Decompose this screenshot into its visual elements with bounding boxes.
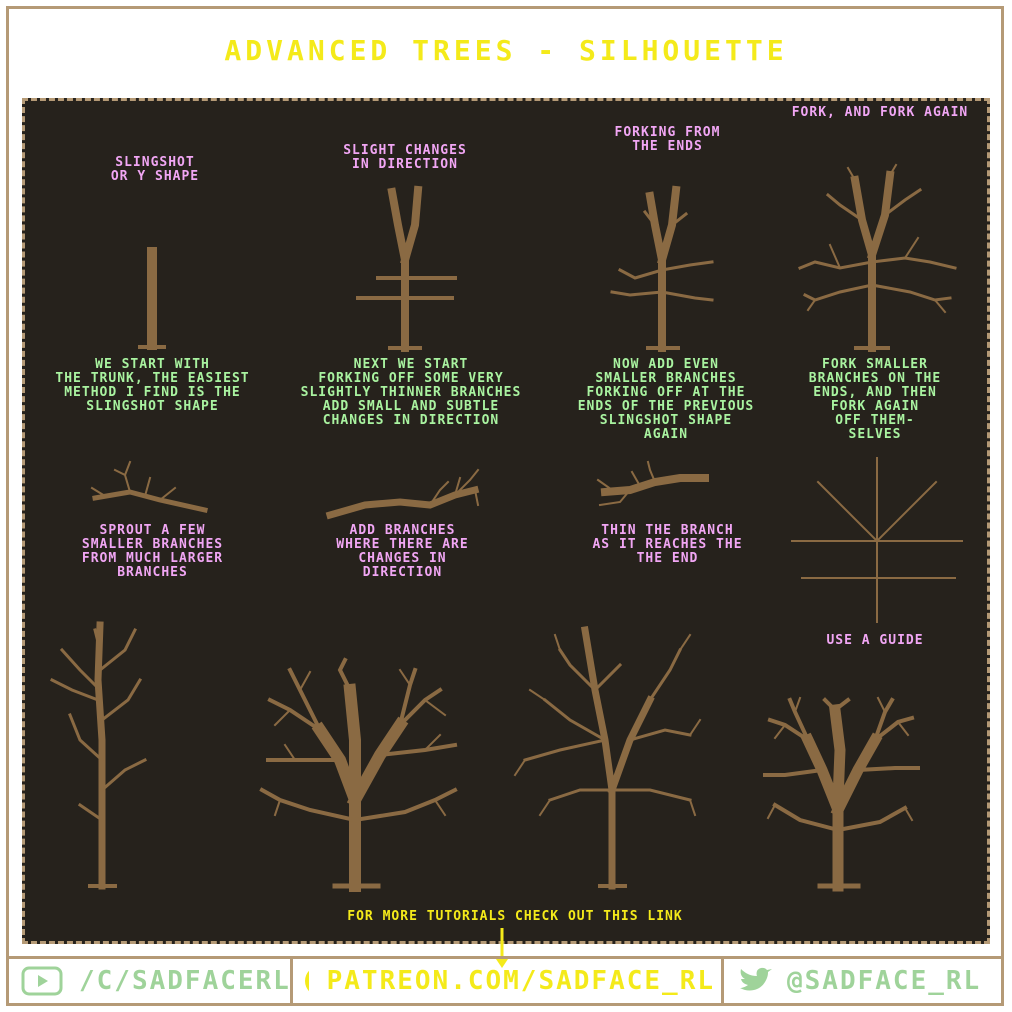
round-tree-illustration <box>763 696 920 892</box>
slight-changes-illustration <box>356 185 457 352</box>
tutorial-cta: FOR MORE TUTORIALS CHECK OUT THIS LINK <box>347 909 683 924</box>
tutorial-panel <box>22 98 990 944</box>
fork-again-illustration <box>798 163 957 352</box>
footer-bar: /C/SADFACERL PATREON.COM/SADFACE_RL @SAD… <box>9 956 1001 1003</box>
step1-description: WE START WITH THE TRUNK, THE EASIEST MET… <box>55 357 250 414</box>
forking-ends-illustration <box>610 185 714 352</box>
twitter-bird-icon <box>740 967 772 991</box>
branch1-label: SPROUT A FEW SMALLER BRANCHES FROM MUCH … <box>81 523 224 580</box>
step4-description: FORK SMALLER BRANCHES ON THE ENDS, AND T… <box>808 357 942 442</box>
patreon-icon <box>305 971 309 991</box>
step2-title: SLIGHT CHANGES IN DIRECTION <box>343 143 467 172</box>
trunk-illustration <box>138 247 166 350</box>
page-title: ADVANCED TREES - SILHOUETTE <box>224 34 788 67</box>
footer-divider-2 <box>721 959 724 1003</box>
thin-branch-illustration <box>596 460 709 507</box>
youtube-handle: /C/SADFACERL <box>79 966 291 996</box>
patreon-link[interactable]: PATREON.COM/SADFACE_RL <box>303 959 715 1003</box>
branch3-label: THIN THE BRANCH AS IT REACHES THE THE EN… <box>592 523 743 566</box>
guide-label: USE A GUIDE <box>826 633 924 648</box>
direction-branch-illustration <box>325 468 480 520</box>
branch2-label: ADD BRANCHES WHERE THERE ARE CHANGES IN … <box>336 523 469 580</box>
outer-frame <box>6 6 1004 1006</box>
twitter-link[interactable]: @SADFACE_RL <box>737 959 999 1003</box>
step3-description: NOW ADD EVEN SMALLER BRANCHES FORKING OF… <box>577 357 755 442</box>
step3-title: FORKING FROM THE ENDS <box>614 125 721 154</box>
youtube-icon <box>21 966 63 996</box>
youtube-link[interactable]: /C/SADFACERL <box>21 959 291 1003</box>
step2-description: NEXT WE START FORKING OFF SOME VERY SLIG… <box>300 357 522 428</box>
twitter-handle: @SADFACE_RL <box>787 966 982 996</box>
guide-lines <box>791 457 963 623</box>
sprout-branch-illustration <box>90 460 208 513</box>
patreon-url: PATREON.COM/SADFACE_RL <box>326 966 715 996</box>
step1-title: SLINGSHOT OR Y SHAPE <box>110 155 200 184</box>
bare-tree-illustration <box>513 625 702 890</box>
wide-tree-illustration <box>259 657 458 892</box>
step4-title: FORK, AND FORK AGAIN <box>791 105 969 120</box>
tall-tree-illustration <box>49 621 148 890</box>
footer-divider-1 <box>290 959 293 1003</box>
